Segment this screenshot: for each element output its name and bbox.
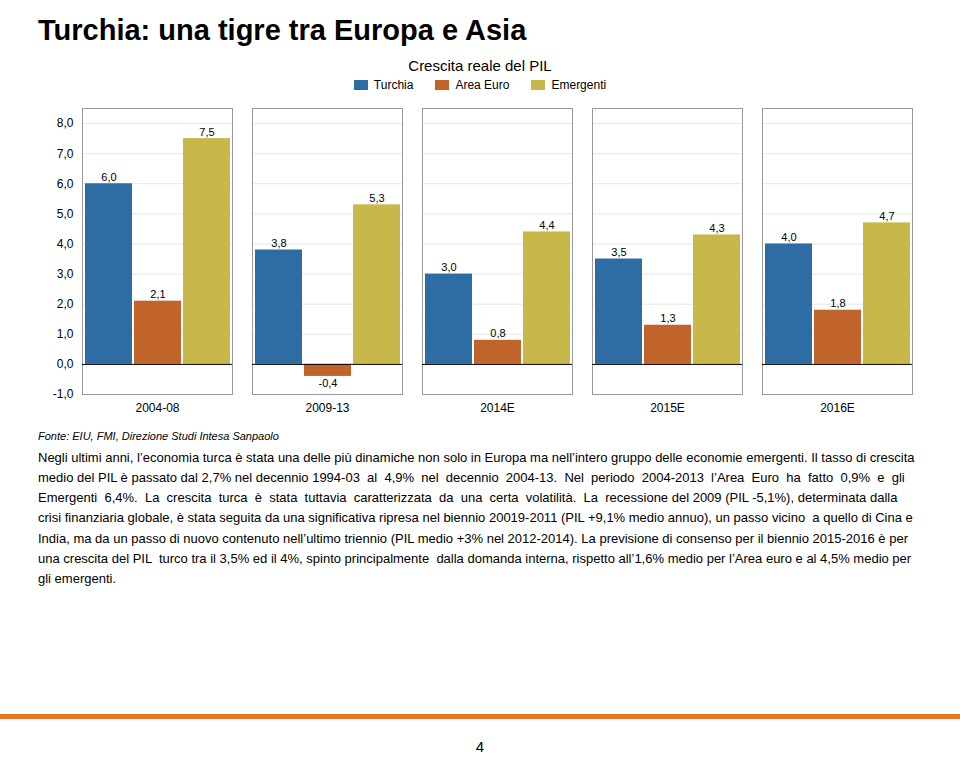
html-text:Turchia: una tigre tra Europa: Turchia: una tigre tra Europa e Asia bbox=[38, 14, 527, 46]
svg-text:7,5: 7,5 bbox=[199, 126, 214, 138]
html-text:Fonte: EIU, FMI, Direzione Stu: Fonte: EIU, FMI, Direzione Studi Intesa … bbox=[38, 430, 279, 442]
svg-text:3,0: 3,0 bbox=[57, 267, 74, 281]
svg-text:1,8: 1,8 bbox=[830, 297, 845, 309]
svg-text:3,8: 3,8 bbox=[271, 237, 286, 249]
svg-text:6,0: 6,0 bbox=[57, 177, 74, 191]
svg-text:4,3: 4,3 bbox=[709, 222, 724, 234]
svg-text:2004-08: 2004-08 bbox=[135, 401, 179, 415]
svg-text:8,0: 8,0 bbox=[57, 116, 74, 130]
svg-text:3,5: 3,5 bbox=[611, 246, 626, 258]
svg-text:4,7: 4,7 bbox=[879, 210, 894, 222]
svg-text:3,0: 3,0 bbox=[441, 261, 456, 273]
svg-text:0,8: 0,8 bbox=[490, 327, 505, 339]
svg-text:4,0: 4,0 bbox=[57, 237, 74, 251]
svg-text:2009-13: 2009-13 bbox=[305, 401, 349, 415]
svg-text:2,1: 2,1 bbox=[150, 288, 165, 300]
svg-text:1,3: 1,3 bbox=[660, 312, 675, 324]
svg-text:-1,0: -1,0 bbox=[53, 387, 74, 401]
html-text:Turchia: Turchia bbox=[373, 78, 414, 92]
svg-text:2014E: 2014E bbox=[480, 401, 515, 415]
html-text:Emergenti: Emergenti bbox=[551, 78, 607, 92]
svg-text:5,3: 5,3 bbox=[369, 192, 384, 204]
svg-text:0,0: 0,0 bbox=[57, 357, 74, 371]
html-text:Negli ultimi anni, l’economia: Negli ultimi anni, l’economia turca è st… bbox=[38, 450, 919, 586]
html-text:Crescita reale del PIL: Crescita reale del PIL bbox=[408, 57, 552, 74]
svg-text:1,0: 1,0 bbox=[57, 327, 74, 341]
svg-text:2,0: 2,0 bbox=[57, 297, 74, 311]
svg-text:2016E: 2016E bbox=[820, 401, 855, 415]
svg-text:7,0: 7,0 bbox=[57, 146, 74, 160]
svg-text:6,0: 6,0 bbox=[101, 171, 116, 183]
svg-text:2015E: 2015E bbox=[650, 401, 685, 415]
svg-text:5,0: 5,0 bbox=[57, 207, 74, 221]
html-text:Area Euro: Area Euro bbox=[455, 78, 510, 92]
svg-text:4,0: 4,0 bbox=[781, 231, 796, 243]
svg-text:4,4: 4,4 bbox=[539, 219, 554, 231]
html-text:4: 4 bbox=[475, 738, 485, 755]
svg-text:-0,4: -0,4 bbox=[319, 377, 338, 389]
